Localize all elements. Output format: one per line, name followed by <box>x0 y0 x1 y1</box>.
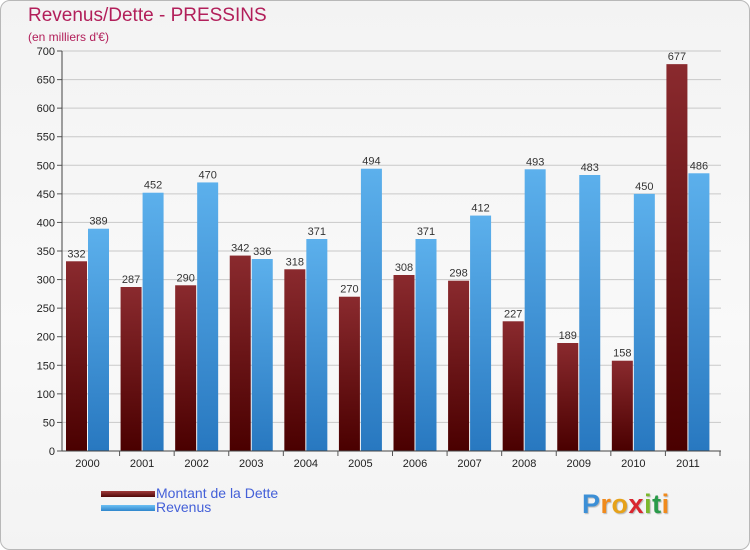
logo-letter: i <box>661 489 670 519</box>
bar-revenus-2000 <box>88 228 109 451</box>
bar-revenus-2003 <box>251 259 273 451</box>
data-label-dette-2001: 287 <box>122 274 140 286</box>
bar-revenus-2010 <box>633 193 655 451</box>
y-tick-label: 600 <box>37 103 55 115</box>
logo-letter: i <box>644 489 653 519</box>
data-label-revenus-2006: 371 <box>417 226 435 238</box>
bar-revenus-2005 <box>360 168 382 451</box>
y-tick-label: 500 <box>37 160 55 172</box>
y-tick-label: 450 <box>37 189 55 201</box>
legend-label-dette: Montant de la Dette <box>156 485 279 501</box>
data-label-dette-2006: 308 <box>395 262 413 274</box>
data-label-revenus-2011: 486 <box>690 160 708 172</box>
data-label-revenus-2000: 389 <box>89 216 107 228</box>
y-tick-label: 150 <box>37 360 55 372</box>
bar-revenus-2011 <box>688 173 710 452</box>
y-tick-label: 200 <box>37 332 55 344</box>
y-tick-label: 0 <box>49 446 55 458</box>
data-label-revenus-2001: 452 <box>144 180 162 192</box>
y-tick-label: 100 <box>37 389 55 401</box>
legend-label-revenus: Revenus <box>156 499 212 515</box>
bar-dette-2007 <box>448 280 470 451</box>
x-tick-label: 2011 <box>676 458 700 470</box>
y-tick-label: 700 <box>37 46 55 58</box>
legend-swatch-dette <box>101 491 155 497</box>
bar-dette-2004 <box>284 269 306 451</box>
data-label-revenus-2005: 494 <box>362 156 380 168</box>
x-tick-label: 2004 <box>294 458 318 470</box>
bar-dette-2000 <box>66 261 87 451</box>
data-label-dette-2009: 189 <box>559 330 577 342</box>
data-label-dette-2011: 677 <box>668 51 686 63</box>
bar-revenus-2001 <box>142 192 164 451</box>
data-label-dette-2008: 227 <box>504 308 522 320</box>
data-label-revenus-2002: 470 <box>198 169 216 181</box>
x-tick-label: 2003 <box>239 458 263 470</box>
bars: 332 389 287 452 290 470 342 336 318 371 270 494 308 3… <box>66 51 710 452</box>
logo-letter: r <box>600 489 612 519</box>
chart-title: Revenus/Dette - PRESSINS <box>28 5 267 26</box>
data-label-dette-2003: 342 <box>231 243 249 255</box>
bar-dette-2008 <box>502 321 524 451</box>
data-label-revenus-2010: 450 <box>635 181 653 193</box>
x-tick-label: 2007 <box>457 458 481 470</box>
logo-letter: o <box>611 489 629 519</box>
bar-dette-2009 <box>557 343 579 451</box>
bar-revenus-2007 <box>470 215 492 451</box>
data-label-dette-2005: 270 <box>340 284 358 296</box>
x-tick-label: 2005 <box>348 458 372 470</box>
data-label-dette-2010: 158 <box>613 348 631 360</box>
x-tick-label: 2010 <box>621 458 645 470</box>
legend-swatch-revenus <box>101 505 155 511</box>
y-tick-label: 250 <box>37 303 55 315</box>
data-label-revenus-2009: 483 <box>581 162 599 174</box>
data-label-revenus-2003: 336 <box>253 246 271 258</box>
data-label-dette-2002: 290 <box>176 272 194 284</box>
x-tick-label: 2006 <box>403 458 427 470</box>
gridlines <box>62 50 721 452</box>
bar-dette-2003 <box>229 255 251 451</box>
chart-subtitle: (en milliers d'€) <box>28 30 109 44</box>
y-tick-label: 650 <box>37 75 55 87</box>
y-tick-label: 400 <box>37 217 55 229</box>
x-tick-label: 2000 <box>75 458 99 470</box>
data-label-revenus-2008: 493 <box>526 156 544 168</box>
bar-dette-2010 <box>611 360 633 451</box>
logo-letter: x <box>628 489 645 519</box>
bar-dette-2001 <box>120 287 142 451</box>
bar-dette-2006 <box>393 275 415 451</box>
data-label-dette-2000: 332 <box>67 248 85 260</box>
bar-dette-2005 <box>338 296 360 451</box>
bar-revenus-2008 <box>524 169 546 452</box>
axes: 0 50 100 150 200 250 300 350 400 450 500 550 600 650 7… <box>37 46 721 470</box>
bar-revenus-2009 <box>579 175 601 451</box>
y-tick-label: 550 <box>37 132 55 144</box>
logo-letter: P <box>582 489 601 519</box>
y-tick-label: 50 <box>43 417 55 429</box>
y-tick-label: 300 <box>37 275 55 287</box>
bar-revenus-2002 <box>197 182 219 451</box>
data-label-dette-2004: 318 <box>286 256 304 268</box>
x-tick-label: 2002 <box>184 458 208 470</box>
x-tick-label: 2008 <box>512 458 536 470</box>
logo-letter: t <box>652 489 662 519</box>
bar-dette-2011 <box>666 64 688 451</box>
bar-revenus-2004 <box>306 239 328 451</box>
y-tick-label: 350 <box>37 246 55 258</box>
data-label-revenus-2007: 412 <box>471 203 489 215</box>
data-label-revenus-2004: 371 <box>308 226 326 238</box>
data-label-dette-2007: 298 <box>449 268 467 280</box>
bar-dette-2002 <box>175 285 197 451</box>
bar-revenus-2006 <box>415 239 437 451</box>
proxiti-logo: Proxiti <box>582 489 670 520</box>
x-tick-label: 2001 <box>130 458 154 470</box>
x-tick-label: 2009 <box>567 458 591 470</box>
